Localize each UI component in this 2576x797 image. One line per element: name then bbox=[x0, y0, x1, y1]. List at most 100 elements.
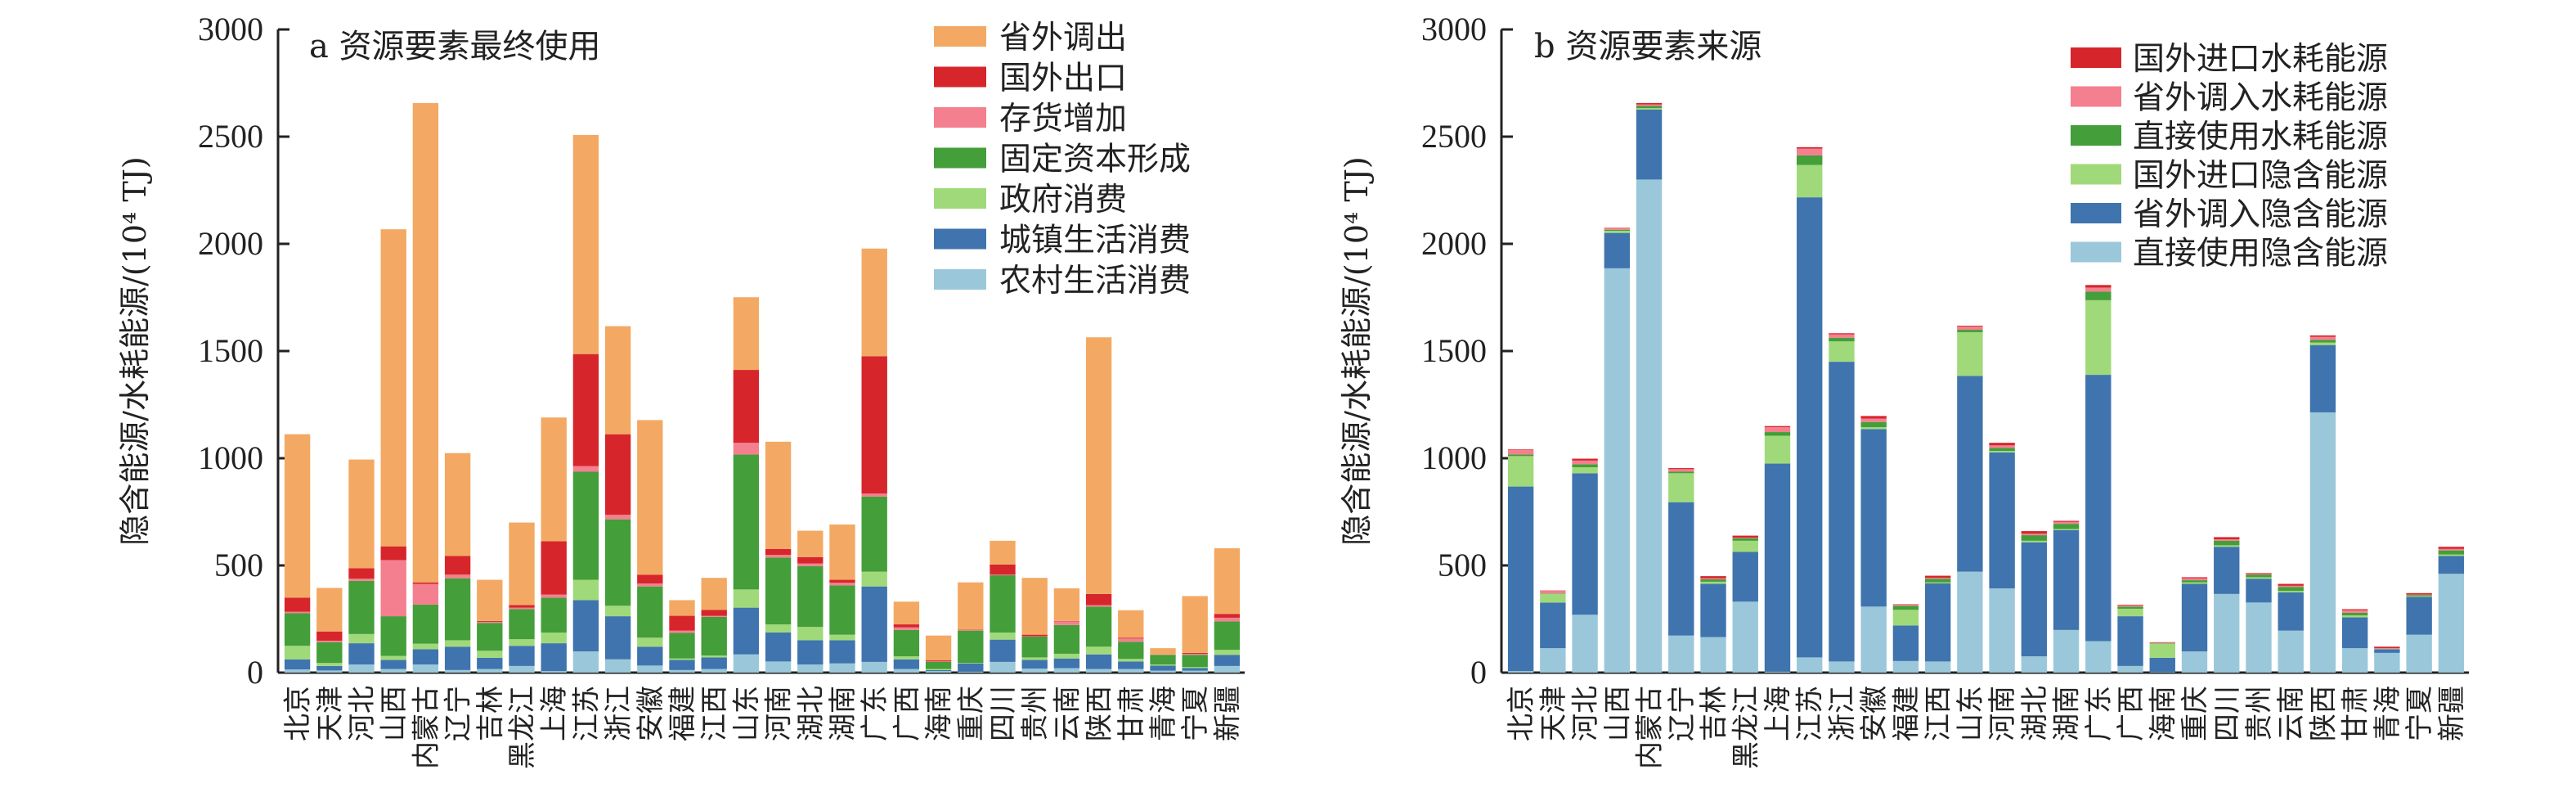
bar-segment bbox=[2181, 578, 2208, 581]
bar-segment bbox=[316, 663, 343, 666]
bar-segment bbox=[1507, 454, 1534, 457]
bar-segment bbox=[1924, 583, 1951, 662]
x-tick-label: 吉林 bbox=[1698, 686, 1730, 741]
bar-segment bbox=[1507, 450, 1534, 455]
bar-segment bbox=[669, 660, 695, 670]
bar-segment bbox=[990, 575, 1016, 633]
bar-segment bbox=[733, 443, 760, 455]
bar-segment bbox=[861, 493, 887, 497]
bar-segment bbox=[1732, 540, 1758, 552]
bar-segment bbox=[733, 297, 760, 371]
bar-18 bbox=[861, 248, 887, 673]
bar-segment bbox=[637, 574, 663, 584]
y-axis-label: 隐含能源/水耗能源/(10⁴ TJ) bbox=[117, 156, 153, 546]
bar-segment bbox=[1507, 456, 1534, 487]
bar-segment bbox=[861, 586, 887, 662]
y-tick-label: 500 bbox=[1438, 547, 1487, 583]
bar-segment bbox=[572, 579, 599, 601]
bar-segment bbox=[412, 583, 439, 605]
bar-segment bbox=[2438, 554, 2465, 556]
bar-segment bbox=[2214, 537, 2240, 540]
bar-19 bbox=[2117, 604, 2143, 673]
x-tick-label: 甘肃 bbox=[2340, 686, 2372, 741]
bar-segment bbox=[284, 613, 311, 646]
bar-segment bbox=[797, 563, 824, 566]
legend-swatch bbox=[934, 66, 986, 88]
bar-segment bbox=[925, 661, 952, 662]
bar-segment bbox=[958, 663, 984, 664]
bar-14 bbox=[1957, 326, 1983, 673]
bar-segment bbox=[1924, 661, 1951, 673]
legend-label: 省外调出 bbox=[999, 20, 1127, 56]
x-tick-label: 江苏 bbox=[570, 686, 603, 741]
bar-segment bbox=[2117, 605, 2143, 607]
bar-segment bbox=[2053, 521, 2080, 525]
bar-segment bbox=[412, 102, 439, 583]
legend-label: 国外进口水耗能源 bbox=[2133, 41, 2388, 78]
x-tick-label: 福建 bbox=[1890, 686, 1923, 741]
x-tick-label: 海南 bbox=[2147, 686, 2179, 741]
bar-6 bbox=[1700, 576, 1726, 673]
bar-segment bbox=[1572, 473, 1598, 615]
bar-segment bbox=[509, 665, 535, 673]
bar-segment bbox=[1668, 468, 1694, 470]
bar-segment bbox=[1021, 669, 1048, 673]
bar-segment bbox=[572, 471, 599, 580]
x-tick-label: 云南 bbox=[1051, 686, 1084, 741]
bar-segment bbox=[348, 580, 375, 634]
bar-4 bbox=[412, 102, 439, 673]
bar-16 bbox=[797, 530, 824, 673]
bar-segment bbox=[2438, 556, 2465, 574]
bar-segment bbox=[477, 620, 503, 622]
bar-segment bbox=[1572, 464, 1598, 468]
bar-segment bbox=[637, 586, 663, 638]
bar-segment bbox=[604, 616, 631, 660]
x-tick-label: 宁夏 bbox=[1179, 686, 1212, 741]
bar-segment bbox=[1214, 614, 1241, 618]
bar-segment bbox=[2278, 587, 2304, 592]
x-tick-label: 湖北 bbox=[2018, 686, 2051, 741]
bar-segment bbox=[1797, 155, 1823, 165]
bar-segment bbox=[1021, 660, 1048, 669]
bar-segment bbox=[2246, 579, 2272, 603]
bar-segment bbox=[1829, 661, 1855, 673]
legend-swatch bbox=[934, 269, 986, 290]
bar-29 bbox=[1214, 548, 1241, 673]
bar-segment bbox=[2438, 574, 2465, 673]
legend-swatch bbox=[934, 26, 986, 47]
x-tick-label: 青海 bbox=[1147, 686, 1180, 741]
x-tick-label: 山东 bbox=[1954, 686, 1987, 741]
bar-segment bbox=[1572, 458, 1598, 461]
bar-segment bbox=[1700, 583, 1726, 637]
bar-segment bbox=[2341, 615, 2368, 618]
bar-6 bbox=[477, 579, 503, 673]
bar-segment bbox=[2341, 617, 2368, 649]
y-tick-label: 2000 bbox=[1421, 225, 1487, 262]
bar-segment bbox=[444, 574, 471, 579]
bar-segment bbox=[284, 669, 311, 673]
legend-swatch bbox=[934, 107, 986, 128]
legend-swatch bbox=[2071, 47, 2121, 68]
bar-segment bbox=[1540, 590, 1566, 592]
bar-segment bbox=[1118, 637, 1144, 639]
bar-segment bbox=[669, 669, 695, 673]
bar-segment bbox=[1085, 669, 1112, 673]
x-tick-label: 贵州 bbox=[1019, 686, 1052, 741]
bar-segment bbox=[765, 624, 792, 633]
bar-segment bbox=[380, 660, 406, 669]
bar-segment bbox=[1150, 655, 1176, 665]
bar-segment bbox=[1021, 636, 1048, 637]
bar-segment bbox=[701, 610, 727, 616]
bar-15 bbox=[765, 441, 792, 673]
x-tick-label: 辽宁 bbox=[442, 686, 475, 741]
bar-segment bbox=[1021, 636, 1048, 658]
bar-segment bbox=[1540, 593, 1566, 603]
bar-segment bbox=[2117, 665, 2143, 673]
bar-segment bbox=[1957, 376, 1983, 572]
legend-label: 直接使用隐含能源 bbox=[2133, 236, 2388, 272]
bar-segment bbox=[2309, 344, 2336, 412]
bar-18 bbox=[2085, 285, 2112, 673]
legend-item: 省外调出 bbox=[934, 20, 1127, 56]
bar-segment bbox=[701, 616, 727, 656]
bar-5 bbox=[444, 453, 471, 673]
